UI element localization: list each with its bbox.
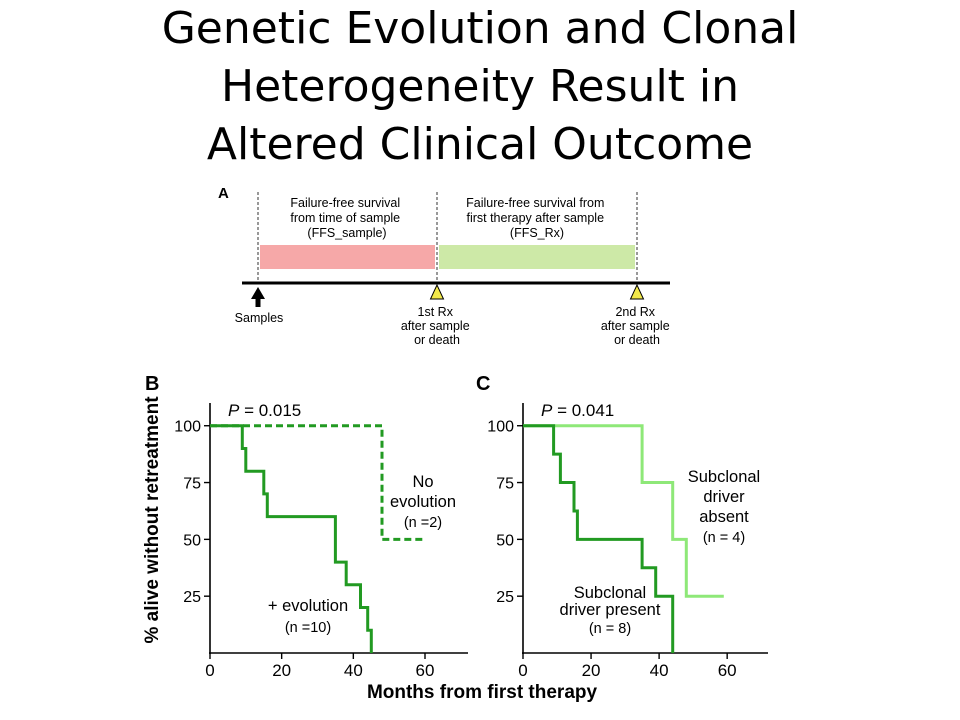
x-axis-label: Months from first therapy	[367, 682, 598, 703]
y-tick-label: 50	[496, 532, 514, 549]
rx2-marker-icon	[629, 283, 645, 300]
slide-title: Genetic Evolution and Clonal Heterogenei…	[0, 0, 960, 174]
x-tick-label: 0	[518, 661, 527, 680]
ffs-sample-text: Failure-free survival from time of sampl…	[290, 196, 403, 240]
x-tick-label: 40	[344, 661, 363, 680]
series-label: + evolution (n =10)	[268, 597, 348, 636]
panel-c-chart: C 25 50 75 100 0 20 40 60 P = 0.041 Subclonal drive…	[476, 373, 768, 680]
y-tick-label: 50	[183, 532, 201, 549]
x-tick-label: 60	[416, 661, 435, 680]
x-tick-label: 20	[272, 661, 291, 680]
rx1-label: 1st Rx after sample or death	[401, 305, 473, 347]
series-label: Subclonal driver absent (n = 4)	[688, 468, 760, 546]
panel-label: B	[145, 373, 159, 395]
panel-a-label: A	[218, 185, 229, 202]
y-tick-label: 75	[183, 476, 201, 493]
y-tick-label: 100	[174, 419, 201, 436]
rx1-marker-icon	[429, 283, 445, 300]
series-label: No evolution (n =2)	[390, 473, 456, 531]
y-tick-label: 75	[496, 476, 514, 493]
ffs-sample-box	[260, 245, 435, 269]
ffs-rx-text: Failure-free survival from first therapy…	[466, 196, 608, 240]
survival-curve-c-1	[523, 424, 724, 598]
survival-curve-b-2	[210, 424, 373, 653]
p-value-annotation: P = 0.015	[228, 401, 301, 420]
y-tick-label: 100	[487, 419, 514, 436]
x-tick-label: 0	[205, 661, 214, 680]
series-label: Subclonal driver present (n = 8)	[560, 584, 661, 637]
ffs-rx-box	[439, 245, 635, 269]
samples-arrow-icon	[251, 287, 265, 307]
survival-curve-c-2	[523, 424, 675, 653]
title-line: Heterogeneity Result in	[220, 61, 740, 112]
x-tick-label: 60	[718, 661, 737, 680]
x-tick-label: 40	[650, 661, 669, 680]
rx2-label: 2nd Rx after sample or death	[601, 305, 673, 347]
p-value-annotation: P = 0.041	[541, 401, 614, 420]
title-line: Altered Clinical Outcome	[206, 119, 754, 170]
y-axis-label: % alive without retreatment	[142, 396, 163, 644]
panel-label: C	[476, 373, 490, 395]
y-tick-label: 25	[183, 589, 201, 606]
panel-a-timeline: A Failure-free survival from time of sam…	[218, 185, 673, 347]
title-line: Genetic Evolution and Clonal	[161, 3, 799, 54]
panel-b-chart: B 25 50 75 100 0 20 40 60 P = 0.015 No evolution (n …	[145, 373, 468, 680]
y-tick-label: 25	[496, 589, 514, 606]
samples-label: Samples	[235, 311, 284, 325]
x-tick-label: 20	[582, 661, 601, 680]
